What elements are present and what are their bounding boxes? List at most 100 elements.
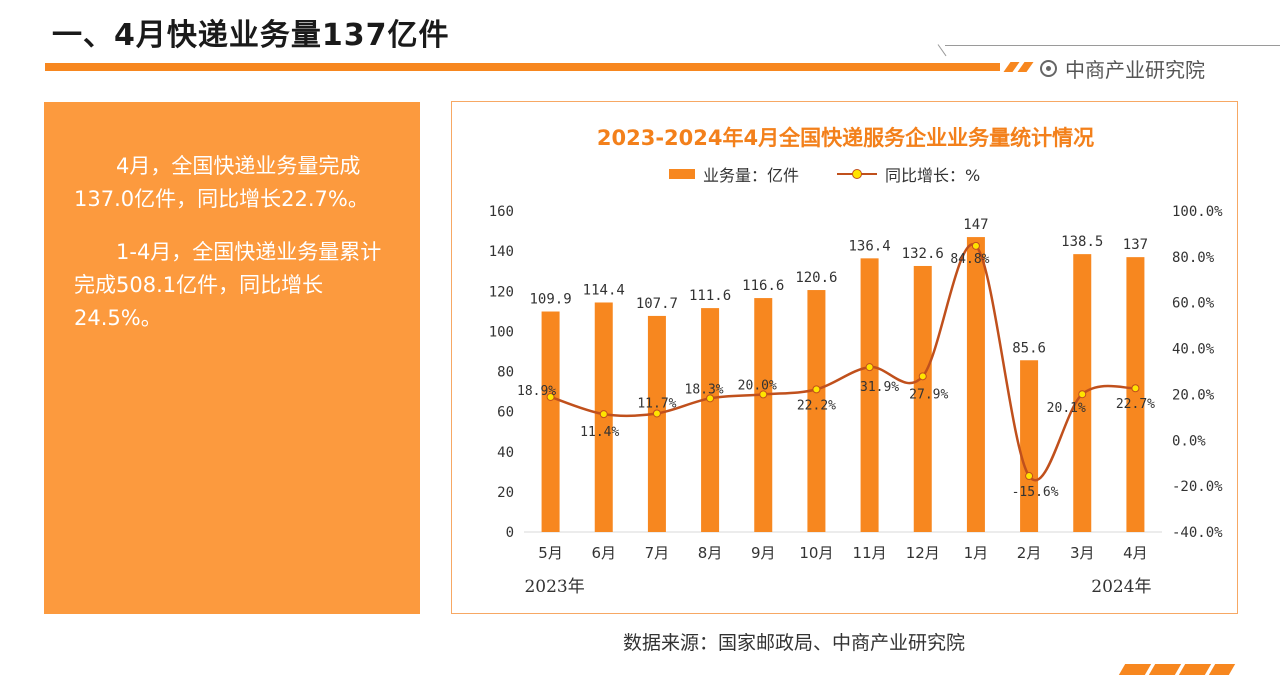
growth-data-label: 20.0% bbox=[738, 378, 777, 393]
x-tick-label: 11月 bbox=[853, 544, 887, 562]
data-source: 数据来源：国家邮政局、中商产业研究院 bbox=[623, 632, 966, 654]
bar-data-label: 107.7 bbox=[636, 296, 678, 312]
summary-panel: 4月，全国快递业务量完成137.0亿件，同比增长22.7%。 1-4月，全国快递… bbox=[44, 102, 420, 614]
bar-data-label: 138.5 bbox=[1061, 234, 1103, 250]
target-icon bbox=[1040, 60, 1057, 77]
y-left-tick-label: 140 bbox=[489, 244, 514, 260]
year-label-2024: 2024年 bbox=[1091, 577, 1151, 597]
y-left-tick-label: 20 bbox=[497, 485, 514, 501]
legend-entry-growth: 同比增长：% bbox=[885, 166, 981, 185]
y-right-tick-label: 80.0% bbox=[1172, 250, 1215, 266]
bar bbox=[860, 258, 879, 532]
bar bbox=[807, 290, 826, 532]
brand-divider-line bbox=[945, 45, 1280, 46]
growth-data-label: 31.9% bbox=[860, 380, 899, 395]
bar-data-label: 132.6 bbox=[902, 246, 944, 262]
growth-data-label: 84.8% bbox=[950, 252, 989, 267]
bar-data-label: 137 bbox=[1123, 237, 1148, 253]
growth-marker bbox=[652, 409, 661, 418]
y-left-tick-label: 60 bbox=[497, 405, 514, 421]
bar-data-label: 120.6 bbox=[795, 270, 837, 286]
chart-legend: 业务量：亿件 同比增长：% bbox=[669, 162, 980, 186]
footer-stripe-decoration bbox=[1148, 664, 1182, 675]
footer-stripe-decoration bbox=[1208, 664, 1236, 675]
bar bbox=[1020, 360, 1039, 532]
chart-title: 2023-2024年4月全国快递服务企业业务量统计情况 bbox=[596, 126, 1095, 150]
bar bbox=[701, 308, 720, 532]
growth-marker bbox=[971, 241, 980, 250]
summary-paragraph: 1-4月，全国快递业务量累计完成508.1亿件，同比增长24.5%。 bbox=[74, 240, 382, 330]
growth-data-label: 18.3% bbox=[685, 382, 724, 397]
growth-marker bbox=[546, 392, 555, 401]
bar bbox=[1126, 257, 1145, 532]
x-tick-label: 6月 bbox=[591, 544, 616, 562]
title-underline-bar bbox=[45, 63, 1000, 71]
x-tick-label: 5月 bbox=[538, 544, 563, 562]
growth-data-label: 27.9% bbox=[909, 387, 948, 402]
x-tick-label: 9月 bbox=[751, 544, 776, 562]
legend-bar-swatch bbox=[669, 169, 695, 179]
x-tick-label: 8月 bbox=[698, 544, 723, 562]
growth-line bbox=[550, 243, 1136, 482]
bar bbox=[966, 237, 985, 533]
summary-paragraph: 4月，全国快递业务量完成137.0亿件，同比增长22.7%。 bbox=[74, 154, 369, 211]
bar-data-label: 111.6 bbox=[689, 288, 731, 304]
growth-marker bbox=[706, 394, 715, 403]
y-right-tick-label: 60.0% bbox=[1172, 296, 1215, 312]
y-right-tick-label: -40.0% bbox=[1172, 525, 1223, 541]
growth-marker bbox=[918, 372, 927, 381]
growth-marker bbox=[1025, 472, 1034, 481]
legend-entry-volume: 业务量：亿件 bbox=[703, 166, 800, 185]
growth-marker bbox=[1131, 384, 1140, 393]
x-tick-label: 2月 bbox=[1017, 544, 1042, 562]
y-right-tick-label: 20.0% bbox=[1172, 387, 1215, 403]
growth-marker bbox=[865, 363, 874, 372]
y-left-tick-label: 160 bbox=[489, 204, 514, 220]
growth-data-label: -15.6% bbox=[1012, 485, 1059, 500]
y-left-tick-label: 0 bbox=[506, 525, 514, 541]
growth-marker bbox=[812, 385, 821, 394]
page-title: 一、4月快递业务量137亿件 bbox=[52, 18, 450, 53]
legend-line-swatch bbox=[837, 168, 878, 180]
growth-marker bbox=[599, 410, 608, 419]
bar bbox=[541, 311, 560, 532]
growth-data-label: 11.7% bbox=[637, 396, 676, 411]
y-left-tick-label: 40 bbox=[497, 445, 514, 461]
bar bbox=[647, 315, 666, 532]
brand-logo: 中商产业研究院 bbox=[1040, 54, 1205, 83]
chart-plot: 0 20 40 60 80 100 120 140 160 -40.0% -20.0% 0.0% 20.… bbox=[489, 204, 1223, 597]
x-tick-label: 12月 bbox=[906, 544, 940, 562]
y-right-tick-label: -20.0% bbox=[1172, 479, 1223, 495]
growth-data-label: 11.4% bbox=[580, 425, 619, 440]
bar-data-label: 114.4 bbox=[583, 282, 625, 298]
growth-data-label: 22.7% bbox=[1116, 397, 1155, 412]
y-left-tick-label: 100 bbox=[489, 324, 514, 340]
bar bbox=[754, 298, 773, 532]
brand-divider-diagonal bbox=[937, 44, 947, 57]
x-tick-label: 4月 bbox=[1123, 544, 1148, 562]
bar-data-label: 109.9 bbox=[530, 292, 572, 308]
bar-data-label: 116.6 bbox=[742, 278, 784, 294]
x-tick-label: 3月 bbox=[1070, 544, 1095, 562]
footer-stripe-decoration bbox=[1118, 664, 1152, 675]
footer-stripe-decoration bbox=[1178, 664, 1212, 675]
y-right-tick-label: 100.0% bbox=[1172, 204, 1223, 220]
bar-data-label: 136.4 bbox=[849, 238, 891, 254]
x-tick-label: 1月 bbox=[964, 544, 989, 562]
growth-marker bbox=[1078, 390, 1087, 399]
y-right-tick-label: 40.0% bbox=[1172, 342, 1215, 358]
growth-marker bbox=[759, 390, 768, 399]
title-slash-decoration bbox=[1017, 62, 1034, 72]
bar-data-label: 85.6 bbox=[1012, 340, 1046, 356]
bar bbox=[913, 265, 932, 532]
bar-data-label: 147 bbox=[963, 217, 988, 233]
chart-container: 2023-2024年4月全国快递服务企业业务量统计情况 业务量：亿件 同比增长：… bbox=[451, 101, 1238, 614]
brand-name: 中商产业研究院 bbox=[1065, 58, 1205, 82]
year-label-2023: 2023年 bbox=[524, 577, 584, 597]
growth-data-label: 18.9% bbox=[517, 384, 556, 399]
x-tick-label: 10月 bbox=[799, 544, 833, 562]
x-tick-label: 7月 bbox=[645, 544, 670, 562]
y-left-tick-label: 80 bbox=[497, 365, 514, 381]
y-left-tick-label: 120 bbox=[489, 284, 514, 300]
growth-data-label: 20.1% bbox=[1047, 401, 1086, 416]
